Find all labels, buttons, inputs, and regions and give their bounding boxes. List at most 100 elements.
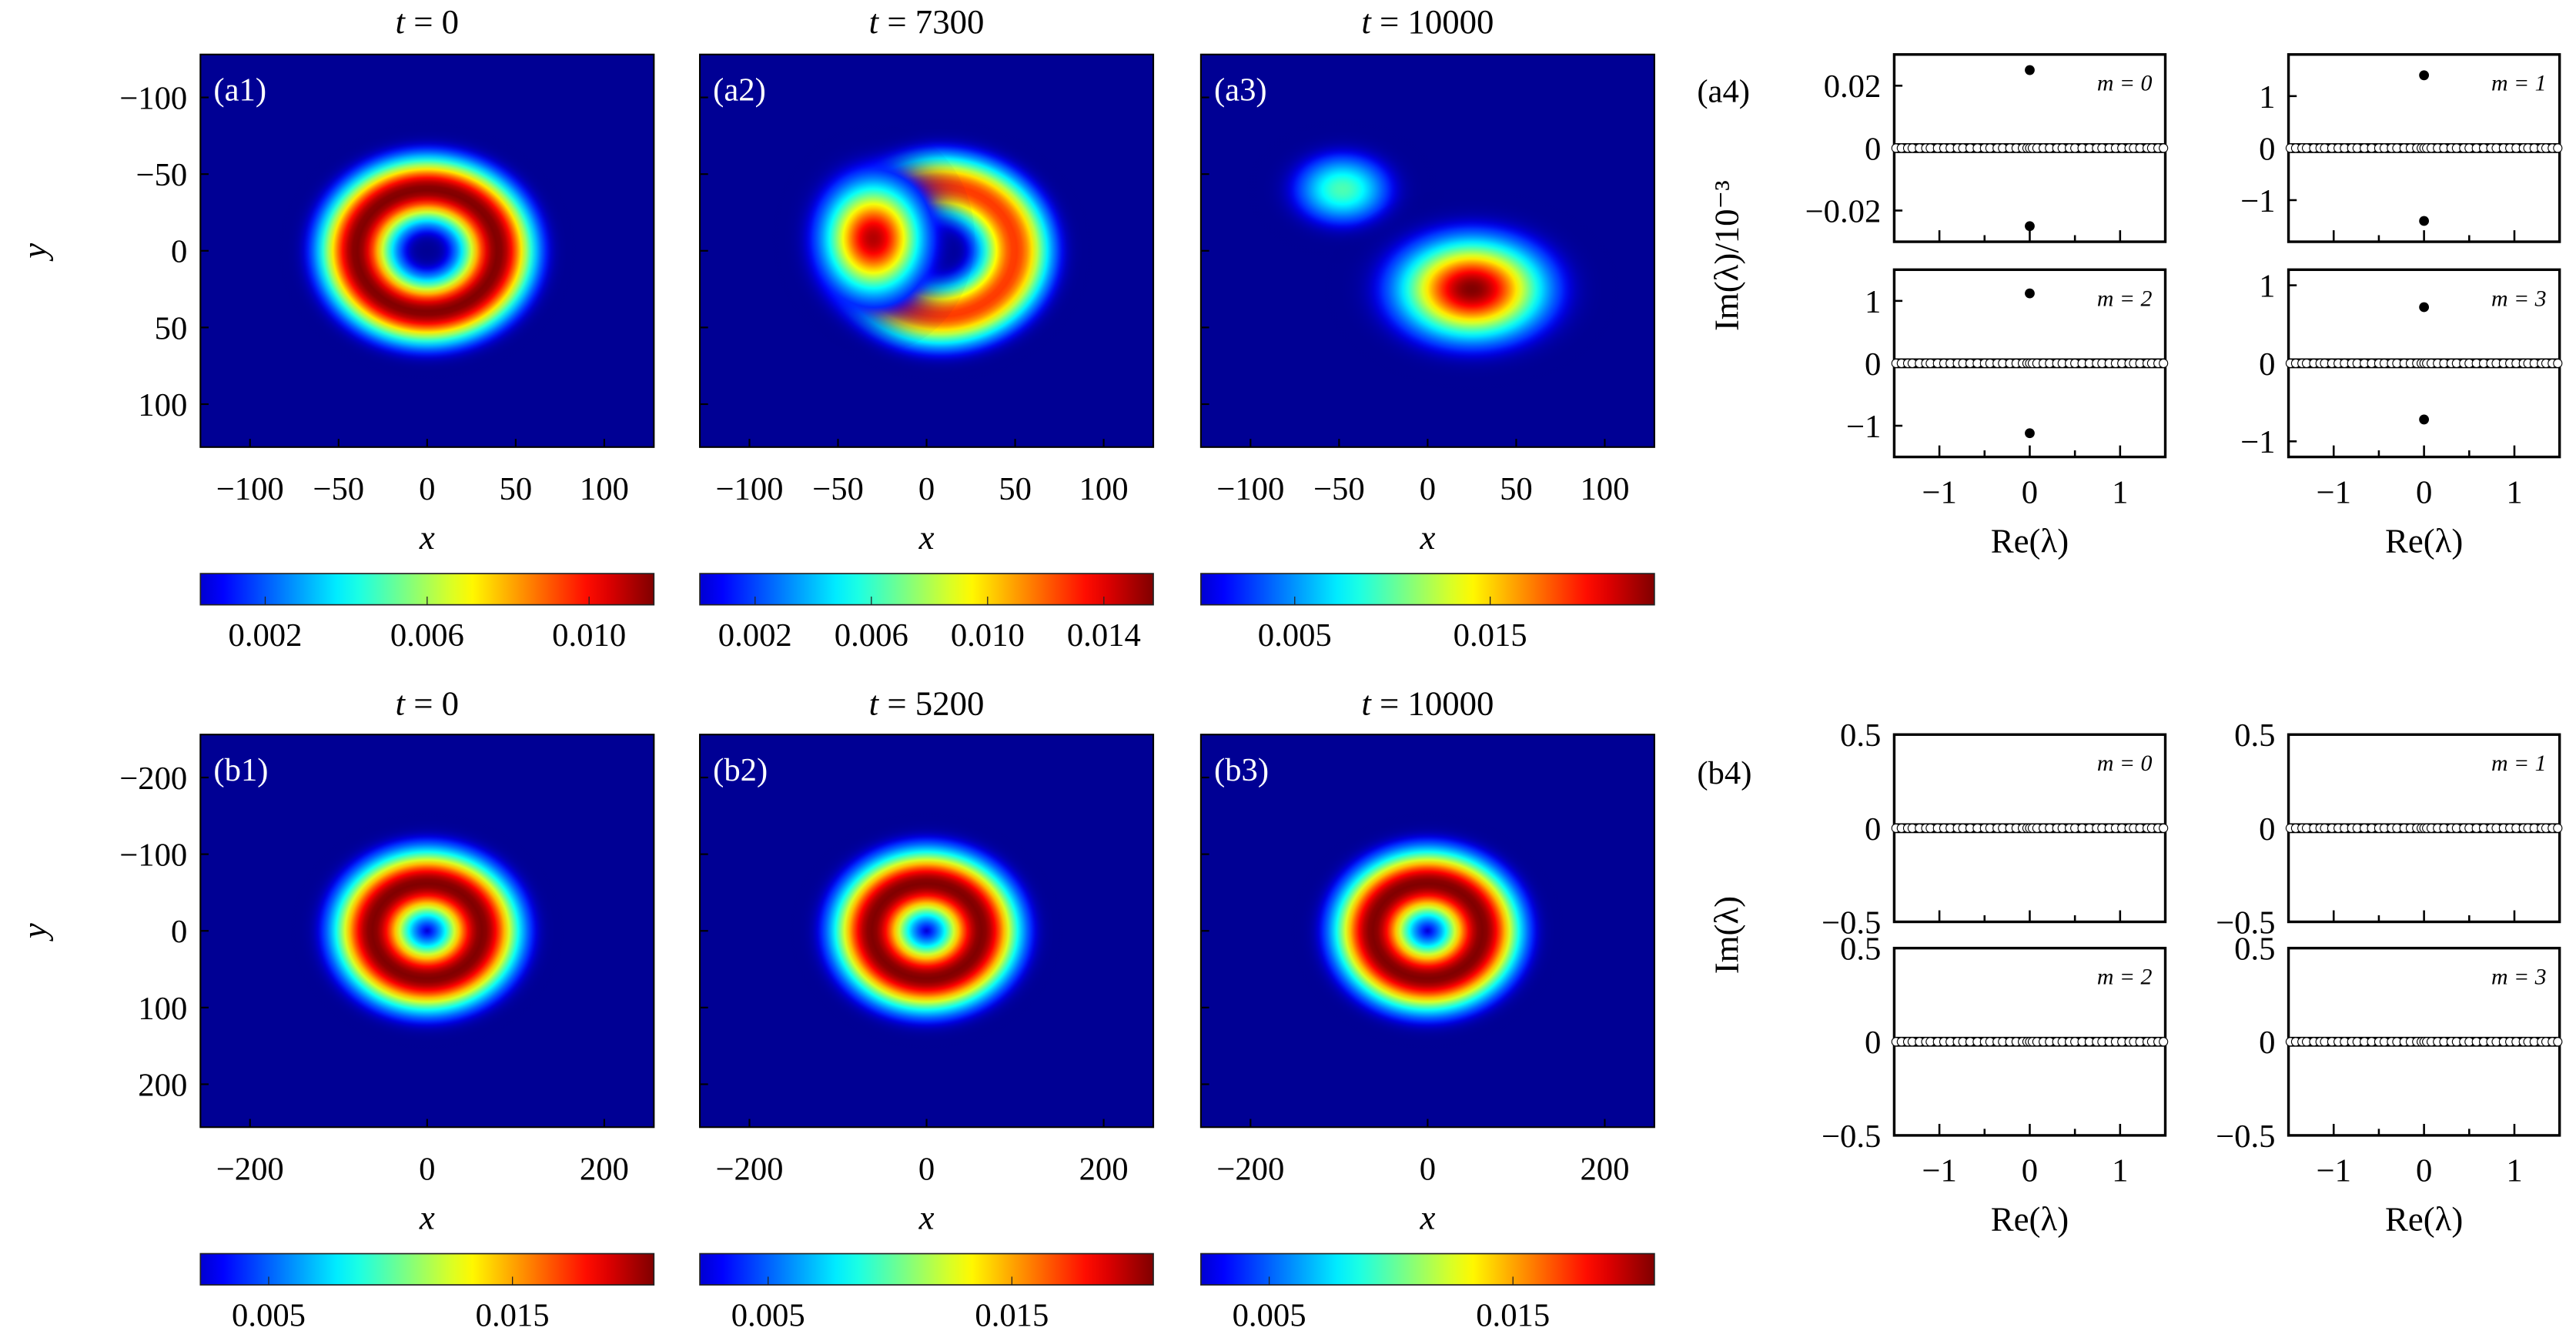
y-tick-label: −0.02 xyxy=(1805,193,1882,229)
y-tick-label: 0 xyxy=(2259,346,2275,383)
colorbar-tick-label: 0.015 xyxy=(975,1297,1049,1333)
x-tick-label: −1 xyxy=(2317,474,2351,510)
unstable-eigenvalue-point xyxy=(2025,288,2035,299)
heatmap-density xyxy=(1241,115,1621,391)
x-tick-label: −1 xyxy=(1922,1153,1956,1189)
panel-title: t = 0 xyxy=(396,2,460,41)
y-tick-label: −1 xyxy=(2240,183,2275,219)
heatmap-panel-b2: −200 0 200 (b2) t = 5200 x 0.005 0.015 xyxy=(698,684,1155,1333)
eigen-panel-b4: (b4)Im(λ) −0.500.5m = 0−0.500.5m = 1−0.50… xyxy=(1697,717,2563,1239)
y-tick-label: −200 xyxy=(119,761,187,797)
x-axis-label: Re(λ) xyxy=(1991,1200,2069,1239)
y-tick-label: 50 xyxy=(155,310,188,346)
y-axis-label: y xyxy=(15,923,54,941)
x-tick-label: −200 xyxy=(715,1152,783,1188)
m-label: m = 3 xyxy=(2491,286,2547,311)
x-tick-label: 0 xyxy=(1420,1152,1436,1188)
stable-eigenvalue-point xyxy=(2553,823,2563,833)
y-tick-label: −100 xyxy=(119,80,187,116)
colorbar-bar xyxy=(1200,1252,1655,1286)
panel-label: (a4) xyxy=(1697,74,1750,110)
heatmap-density xyxy=(771,119,1093,383)
density-blob xyxy=(771,123,975,353)
x-tick-label: −50 xyxy=(812,471,864,507)
heatmap-density xyxy=(290,812,564,1050)
panel-title: t = 0 xyxy=(396,684,460,723)
panel-label: (b2) xyxy=(713,752,768,788)
x-tick-label: 0 xyxy=(918,471,935,507)
x-tick-label: 1 xyxy=(2112,474,2128,510)
m-label: m = 1 xyxy=(2491,751,2547,776)
eigen-subplot-m1: −0.5 0 0.5 m = 1 xyxy=(2216,717,2563,941)
x-axis-label: x xyxy=(1419,518,1435,557)
x-tick-label: 0 xyxy=(2022,474,2038,510)
unstable-eigenvalue-point xyxy=(2419,70,2430,81)
y-tick-label: 100 xyxy=(138,387,187,423)
x-tick-label: 100 xyxy=(1580,471,1629,507)
colorbar: 0.005 0.015 xyxy=(699,1252,1154,1333)
y-tick-label: 1 xyxy=(2259,79,2275,115)
y-tick-label: 0 xyxy=(2259,131,2275,167)
colorbar: 0.005 0.015 xyxy=(1200,1252,1655,1333)
colorbar-tick-label: 0.002 xyxy=(718,617,792,654)
unstable-eigenvalue-point xyxy=(2419,302,2430,313)
panel-title: t = 7300 xyxy=(869,2,985,41)
unstable-eigenvalue-point xyxy=(2025,221,2035,232)
stable-eigenvalue-point xyxy=(2553,143,2563,153)
y-tick-label: −1 xyxy=(1846,409,1881,445)
heatmap-panel-b3: −200 0 200 (b3) t = 10000 x 0.005 0.015 xyxy=(1199,684,1655,1333)
x-axis-label: Re(λ) xyxy=(2385,1200,2463,1239)
heatmap-panel-a2: −100 −50 0 50 100 (a2) t = 7300 x 0.002 0.006 0.01… xyxy=(698,2,1155,654)
x-tick-label: −100 xyxy=(1216,471,1284,507)
colorbar-tick-label: 0.006 xyxy=(390,617,464,654)
x-tick-label: −200 xyxy=(1216,1152,1284,1188)
y-tick-label: 0 xyxy=(171,234,187,270)
stable-eigenvalue-point xyxy=(2159,143,2169,153)
y-tick-label: 0 xyxy=(1865,811,1881,848)
stable-eigenvalue-point xyxy=(2159,358,2169,369)
x-tick-label: −1 xyxy=(2317,1153,2351,1189)
y-tick-label: 0.5 xyxy=(1840,931,1881,968)
y-tick-label: −0.5 xyxy=(2216,905,2275,941)
x-tick-label: −100 xyxy=(715,471,783,507)
panel-title: t = 10000 xyxy=(1361,2,1494,41)
m-label: m = 3 xyxy=(2491,965,2547,990)
colorbar-bar xyxy=(699,1252,1154,1286)
y-tick-label: 0 xyxy=(1865,346,1881,383)
colorbar-tick-label: 0.015 xyxy=(476,1297,550,1333)
y-axis-label: y xyxy=(15,243,54,262)
m-label: m = 1 xyxy=(2491,71,2547,96)
heatmap-panel-a3: −100 −50 0 50 100 (a3) t = 10000 x 0.005 0.015 xyxy=(1199,2,1655,654)
y-tick-label: 0.5 xyxy=(1840,717,1881,754)
x-tick-label: 100 xyxy=(1079,471,1129,507)
x-axis-label: x xyxy=(918,1199,935,1237)
eigen-subplot-m0: −0.02 0 0.02 m = 0 xyxy=(1805,53,2169,243)
y-axis-label: Im(λ) xyxy=(1708,896,1746,974)
x-tick-label: 200 xyxy=(1580,1152,1629,1188)
colorbar-bar xyxy=(1200,573,1655,606)
panel-title: t = 5200 xyxy=(869,684,985,723)
colorbar: 0.005 0.015 xyxy=(199,1252,655,1333)
colorbar-tick-label: 0.010 xyxy=(552,617,626,654)
y-tick-label: 1 xyxy=(1865,284,1881,320)
eigen-subplot-m0: −0.5 0 0.5 m = 0 xyxy=(1822,717,2169,941)
unstable-eigenvalue-point xyxy=(2025,65,2035,75)
stable-eigenvalue-point xyxy=(2159,1037,2169,1047)
unstable-eigenvalue-point xyxy=(2419,216,2430,226)
density-ring xyxy=(1290,812,1564,1050)
colorbar-tick-label: 0.005 xyxy=(731,1297,805,1333)
colorbar: 0.005 0.015 xyxy=(1200,573,1655,654)
x-tick-label: 100 xyxy=(580,471,629,507)
y-tick-label: −100 xyxy=(119,838,187,874)
x-axis-label: Re(λ) xyxy=(2385,521,2463,560)
m-label: m = 2 xyxy=(2097,286,2153,311)
x-tick-label: 0 xyxy=(1420,471,1436,507)
x-tick-label: 0 xyxy=(419,471,435,507)
stable-eigenvalue-point xyxy=(2553,358,2563,369)
colorbar-tick-label: 0.006 xyxy=(835,617,908,654)
x-tick-label: 0 xyxy=(2416,1153,2432,1189)
colorbar: 0.002 0.006 0.010 0.014 xyxy=(699,573,1154,654)
colorbar-tick-label: 0.015 xyxy=(1476,1297,1550,1333)
